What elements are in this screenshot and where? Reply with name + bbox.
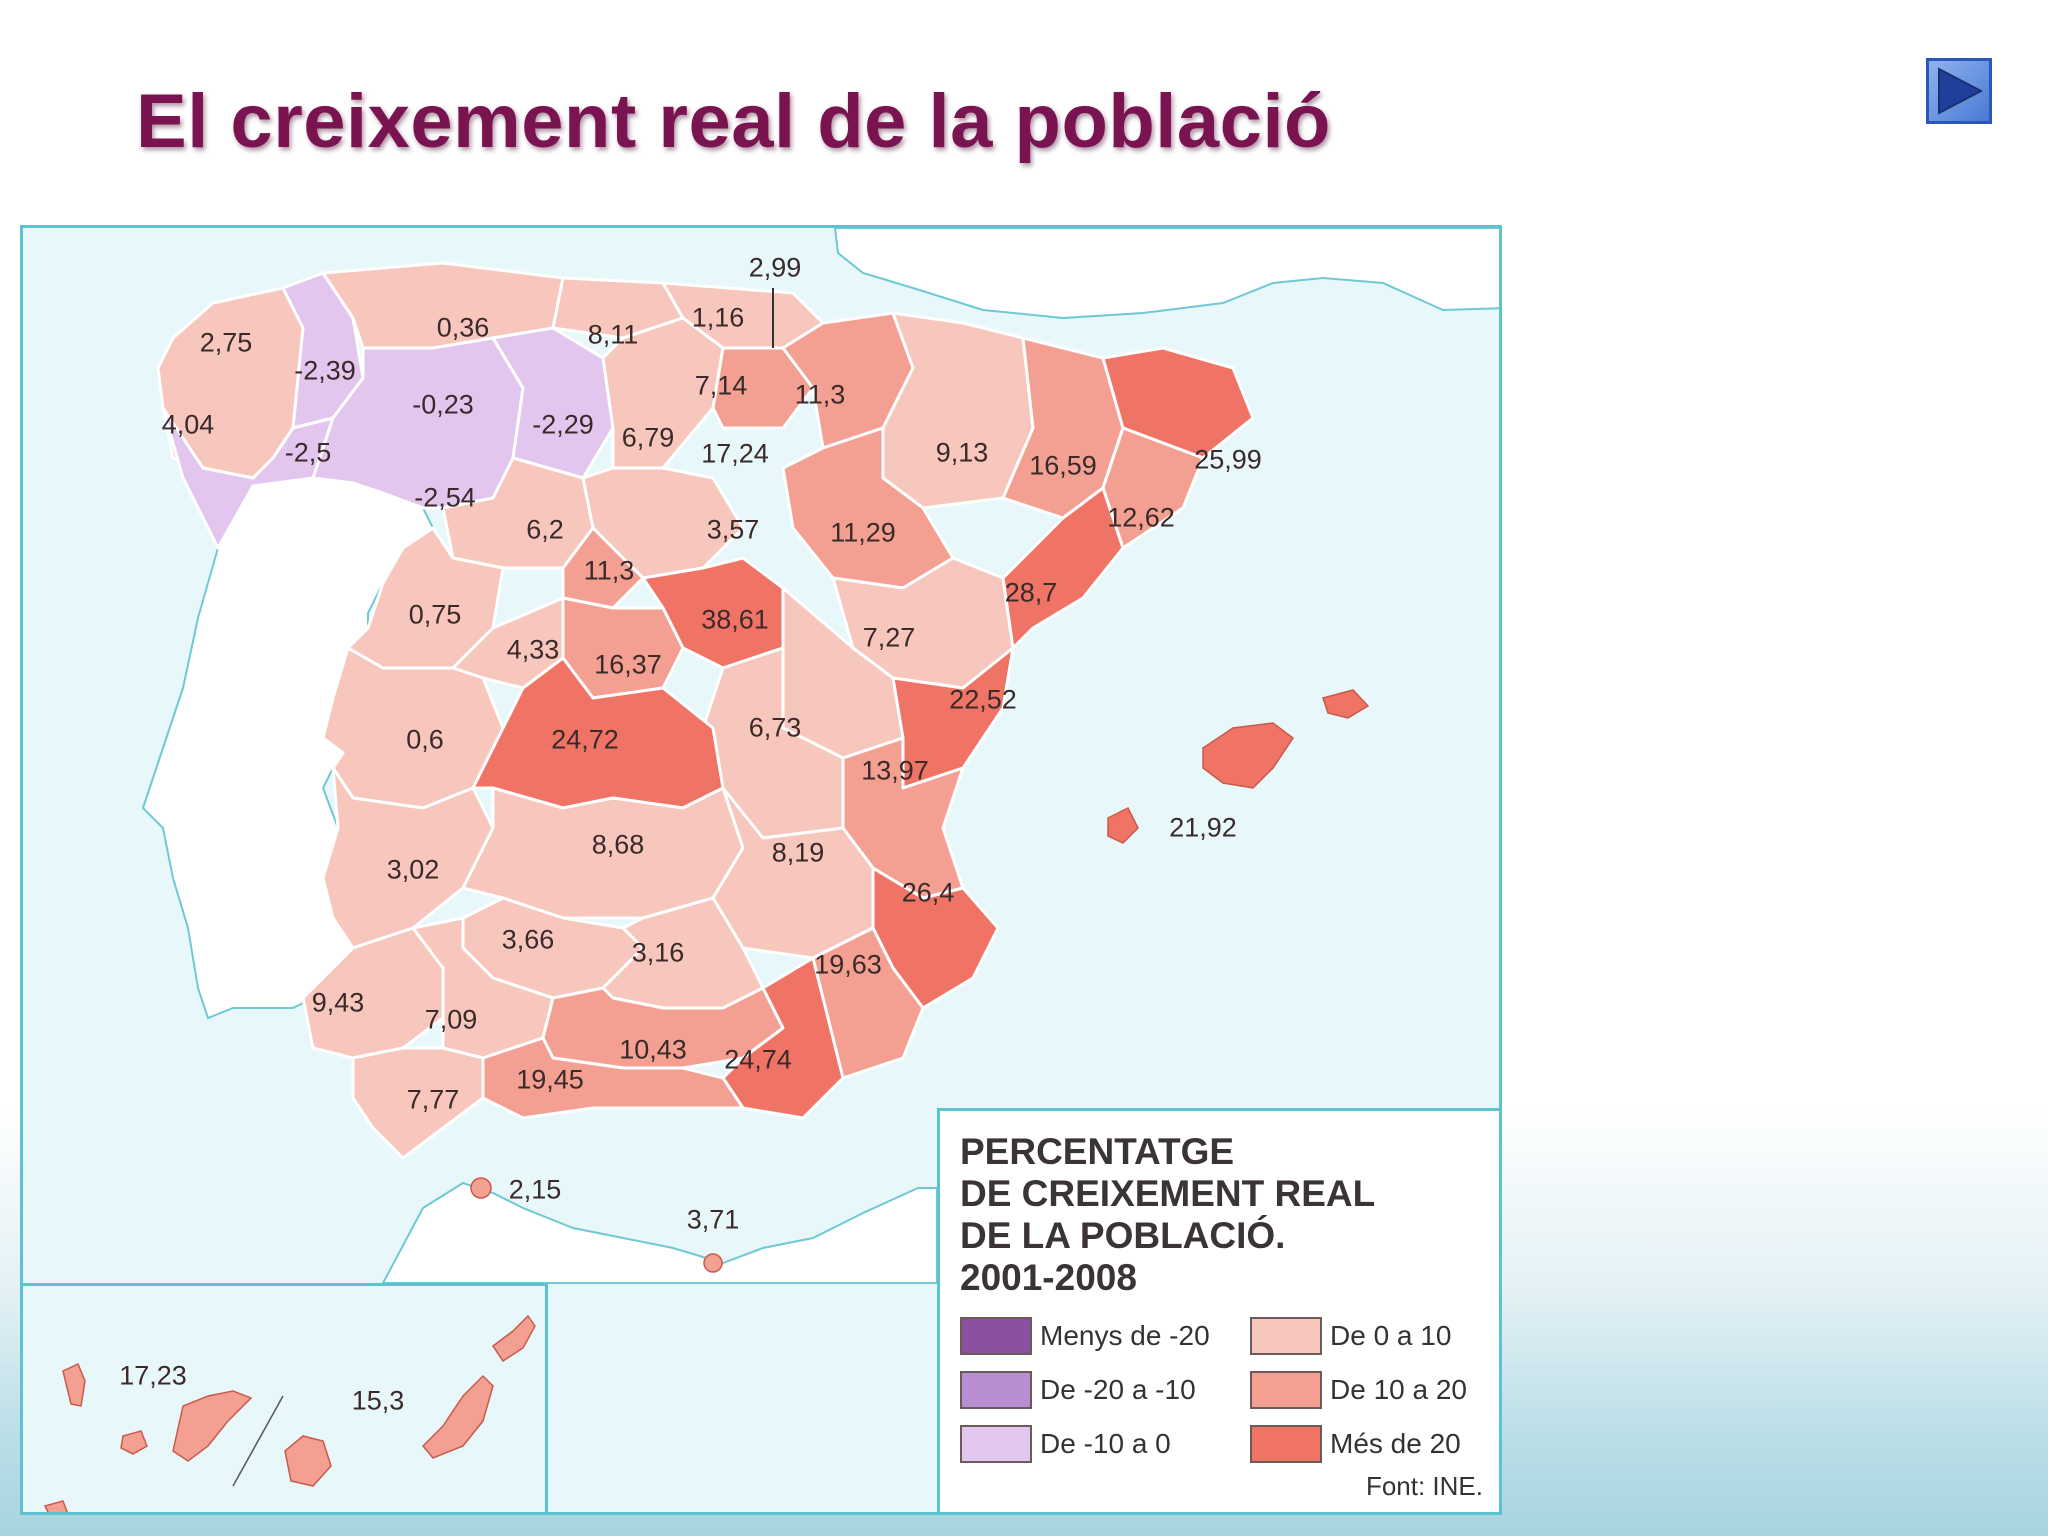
region-value: 3,66 xyxy=(501,924,555,955)
region-value: 17,23 xyxy=(119,1360,187,1391)
region-value: -2,5 xyxy=(284,437,332,468)
play-triangle-icon xyxy=(1938,67,1984,115)
legend-title-line: PERCENTATGE xyxy=(960,1131,1235,1172)
region-value: 24,74 xyxy=(724,1044,792,1075)
region-value: 0,36 xyxy=(436,312,490,343)
region-value: -2,29 xyxy=(532,409,594,440)
region-value: 16,37 xyxy=(594,649,662,680)
region-value: 3,16 xyxy=(631,937,685,968)
region-value: 3,71 xyxy=(686,1204,740,1235)
legend-swatch xyxy=(960,1317,1032,1355)
region-value: 11,3 xyxy=(583,555,635,586)
region-value: 8,68 xyxy=(591,829,645,860)
region-value: 11,3 xyxy=(794,379,846,410)
legend: PERCENTATGE DE CREIXEMENT REAL DE LA POB… xyxy=(937,1108,1499,1512)
region-value: -2,54 xyxy=(414,482,476,513)
region-value: 15,3 xyxy=(351,1385,405,1416)
legend-swatch xyxy=(1250,1371,1322,1409)
region-value: 3,57 xyxy=(706,514,760,545)
legend-title-line: DE LA POBLACIÓ. xyxy=(960,1215,1286,1256)
legend-label: Més de 20 xyxy=(1330,1428,1461,1459)
canary-islands-inset: 17,23 15,3 xyxy=(23,1283,548,1512)
region-value: 24,72 xyxy=(551,724,619,755)
region-value: 6,2 xyxy=(526,514,564,545)
region-value: 2,75 xyxy=(199,327,253,358)
melilla-marker xyxy=(703,1253,723,1273)
legend-swatch xyxy=(1250,1425,1322,1463)
legend-item: De 0 a 10 xyxy=(1250,1317,1480,1355)
legend-label: De -20 a -10 xyxy=(1040,1374,1196,1405)
region-value: 6,79 xyxy=(621,422,675,453)
balearic-islands xyxy=(1107,689,1370,844)
ceuta-marker xyxy=(470,1177,492,1199)
legend-item: De 10 a 20 xyxy=(1250,1371,1480,1409)
region-value: 22,52 xyxy=(949,684,1017,715)
region-value: 3,02 xyxy=(386,854,440,885)
france-land xyxy=(833,228,1499,320)
region-value: 7,09 xyxy=(424,1004,478,1035)
region-value: 16,59 xyxy=(1029,450,1097,481)
region-value: 10,43 xyxy=(619,1034,687,1065)
region-value: 21,92 xyxy=(1169,812,1237,843)
next-slide-button[interactable] xyxy=(1926,58,1992,124)
legend-item: De -10 a 0 xyxy=(960,1425,1250,1463)
region-value: 19,45 xyxy=(516,1064,584,1095)
canary-islands-map xyxy=(43,1314,536,1512)
legend-label: De 0 a 10 xyxy=(1330,1320,1452,1351)
region-value: 19,63 xyxy=(814,949,882,980)
region-value: 4,04 xyxy=(161,409,215,440)
region-value: -0,23 xyxy=(412,389,474,420)
region-value: 1,16 xyxy=(691,302,745,333)
legend-item: Menys de -20 xyxy=(960,1317,1250,1355)
region-value: 17,24 xyxy=(701,438,769,469)
region-value: 8,19 xyxy=(771,837,825,868)
spain-provinces xyxy=(156,261,1255,1160)
legend-label: De -10 a 0 xyxy=(1040,1428,1171,1459)
legend-title-line: 2001-2008 xyxy=(960,1257,1137,1298)
legend-swatch xyxy=(960,1425,1032,1463)
region-value: 12,62 xyxy=(1107,502,1175,533)
legend-items: Menys de -20 De 0 a 10 De -20 a -10 De 1… xyxy=(960,1317,1499,1463)
region-value: 7,77 xyxy=(406,1084,460,1115)
legend-title-line: DE CREIXEMENT REAL xyxy=(960,1173,1376,1214)
legend-item: De -20 a -10 xyxy=(960,1371,1250,1409)
region-value: 7,14 xyxy=(694,370,748,401)
region-value: 26,4 xyxy=(901,877,955,908)
region-value: 2,15 xyxy=(508,1174,562,1205)
legend-title: PERCENTATGE DE CREIXEMENT REAL DE LA POB… xyxy=(960,1131,1499,1299)
region-value: 13,97 xyxy=(861,755,929,786)
legend-source: Font: INE. xyxy=(1365,1471,1483,1501)
region-value: 4,33 xyxy=(506,634,560,665)
map-frame: 2,75 -2,39 0,36 8,11 1,16 2,99 7,14 11,3… xyxy=(20,225,1502,1515)
region-value: 25,99 xyxy=(1194,444,1262,475)
region-value: 9,13 xyxy=(935,437,989,468)
region-value: 0,75 xyxy=(408,599,462,630)
region-value: 8,11 xyxy=(587,319,639,350)
legend-label: Menys de -20 xyxy=(1040,1320,1210,1351)
region-value: 28,7 xyxy=(1004,577,1058,608)
region-value: 9,43 xyxy=(311,987,365,1018)
legend-label: De 10 a 20 xyxy=(1330,1374,1467,1405)
region-value: 38,61 xyxy=(701,604,769,635)
region-value: 11,29 xyxy=(830,517,896,548)
region-value: 2,99 xyxy=(748,252,802,283)
slide-title: El creixement real de la població xyxy=(136,79,1331,164)
legend-item: Més de 20 xyxy=(1250,1425,1480,1463)
legend-swatch xyxy=(1250,1317,1322,1355)
region-value: -2,39 xyxy=(294,355,356,386)
region-value: 7,27 xyxy=(862,622,916,653)
region-value: 0,6 xyxy=(406,724,444,755)
legend-swatch xyxy=(960,1371,1032,1409)
region-value: 6,73 xyxy=(748,712,802,743)
